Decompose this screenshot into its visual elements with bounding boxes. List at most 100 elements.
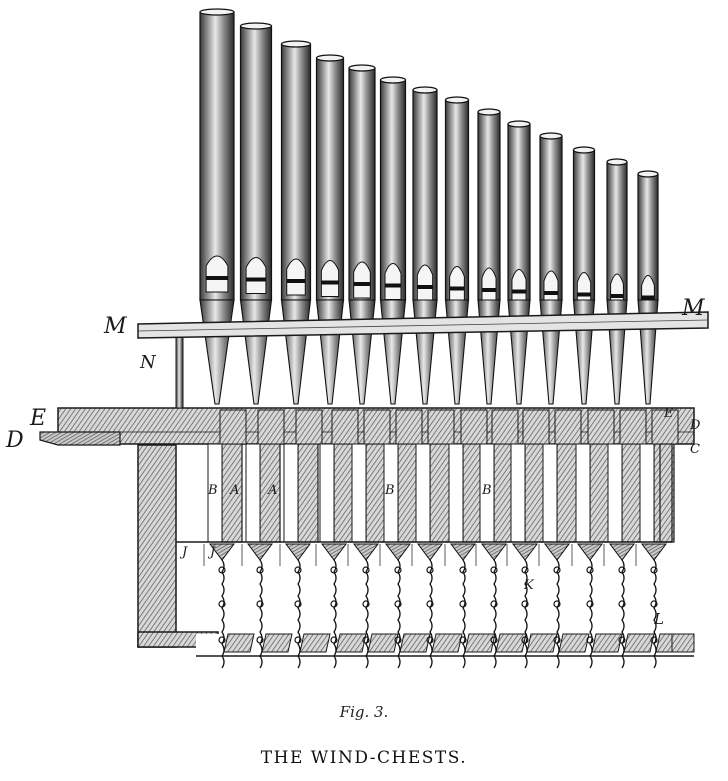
pipe-lip	[321, 280, 339, 285]
wire-knot	[490, 600, 498, 608]
pallet-valve	[353, 543, 379, 561]
pipe-body	[280, 43, 312, 301]
label-l: L	[654, 610, 664, 628]
pallet-valve	[385, 543, 411, 561]
wire-knot	[650, 566, 658, 574]
wire-knot	[650, 636, 658, 644]
tracker-wires	[218, 559, 658, 669]
pipe-rim	[606, 158, 628, 166]
pallet-block	[591, 633, 623, 653]
pipe-foot	[280, 299, 312, 405]
wind-chest-diagram	[39, 8, 709, 669]
wire-knot	[586, 636, 594, 644]
pipe-rim	[239, 22, 273, 30]
organ-pipe	[379, 76, 407, 405]
wire-knot	[521, 566, 529, 574]
figure-number: Fig. 3.	[339, 703, 389, 721]
organ-pipe	[412, 86, 438, 405]
wire-knot	[362, 636, 370, 644]
organ-pipe	[606, 158, 628, 405]
pipe-rim	[199, 8, 235, 16]
channel-gap	[319, 443, 335, 543]
channel-gap	[283, 443, 299, 543]
wire-knot	[490, 566, 498, 574]
top-block	[363, 409, 391, 445]
channel-gap	[351, 443, 367, 543]
organ-pipe	[507, 120, 531, 405]
channel-gap	[639, 443, 655, 543]
channel-partition	[333, 443, 355, 543]
tracker-wire	[429, 559, 433, 669]
label-j-2: J	[210, 545, 216, 560]
pallet-strip	[196, 633, 695, 657]
pipe-rim	[348, 64, 376, 72]
wire-knot	[553, 566, 561, 574]
pallet-valve	[321, 543, 347, 561]
organ-pipe	[572, 146, 596, 405]
wire-knot	[330, 600, 338, 608]
top-block	[522, 409, 550, 445]
pallet-block	[558, 633, 590, 653]
channel-gap	[415, 443, 431, 543]
pipe-lip	[353, 282, 371, 286]
pipe-mouth	[245, 257, 267, 294]
tracker-wire	[221, 559, 225, 669]
channel-partition	[621, 443, 643, 543]
pipe-lip	[511, 289, 527, 294]
wire-knot	[362, 566, 370, 574]
tracker-wire	[259, 559, 263, 669]
pipe-lip	[206, 276, 228, 280]
wire-knot	[218, 600, 226, 608]
rack-board-m	[137, 311, 709, 339]
wire-knot	[553, 636, 561, 644]
wire-knot	[426, 566, 434, 574]
channel-partition	[297, 443, 319, 543]
pipe-mouth	[384, 263, 402, 300]
organ-pipe	[539, 132, 563, 405]
pipe-lip	[417, 285, 433, 289]
wire-knot	[586, 600, 594, 608]
label-e-left: E	[30, 406, 47, 431]
tracker-wire	[397, 559, 401, 669]
channel-gap	[448, 443, 464, 543]
pallet-valve	[417, 543, 443, 561]
pipe-lip	[577, 292, 591, 297]
pipe-rim	[412, 86, 438, 94]
label-e-right: E	[664, 406, 674, 421]
top-block	[295, 409, 323, 445]
wire-knot	[394, 566, 402, 574]
channel-partition	[397, 443, 419, 543]
wire-knot	[618, 566, 626, 574]
channel-end-wall	[659, 443, 673, 543]
pipe-lip	[543, 291, 559, 295]
pipe-rim	[637, 170, 659, 178]
pipe-lip	[385, 283, 401, 288]
pallet-block	[223, 633, 255, 653]
wire-knot	[426, 600, 434, 608]
organ-pipe	[239, 22, 273, 405]
tracker-wire	[297, 559, 301, 669]
tracker-wire	[493, 559, 497, 669]
rod-n	[175, 335, 184, 409]
pallet-valve	[209, 543, 235, 561]
pipe-lip	[449, 286, 465, 291]
tracker-wire	[462, 559, 466, 669]
pipe-rim	[539, 132, 563, 140]
pallet-block	[299, 633, 331, 653]
pipe-foot	[315, 299, 345, 405]
top-block	[491, 409, 519, 445]
wire-knot	[256, 566, 264, 574]
label-c: C	[690, 442, 700, 457]
pallet-block	[335, 633, 367, 653]
label-m-right: M	[682, 296, 705, 321]
channel-gap	[575, 443, 591, 543]
wire-knot	[426, 636, 434, 644]
pipe-foot	[444, 299, 470, 405]
organ-pipe	[315, 54, 345, 405]
label-b-2: B	[385, 483, 395, 498]
chest-frame	[137, 444, 219, 648]
pallet-valve	[641, 543, 667, 561]
wire-knot	[618, 600, 626, 608]
pallet-block	[367, 633, 399, 653]
wire-knot	[490, 636, 498, 644]
